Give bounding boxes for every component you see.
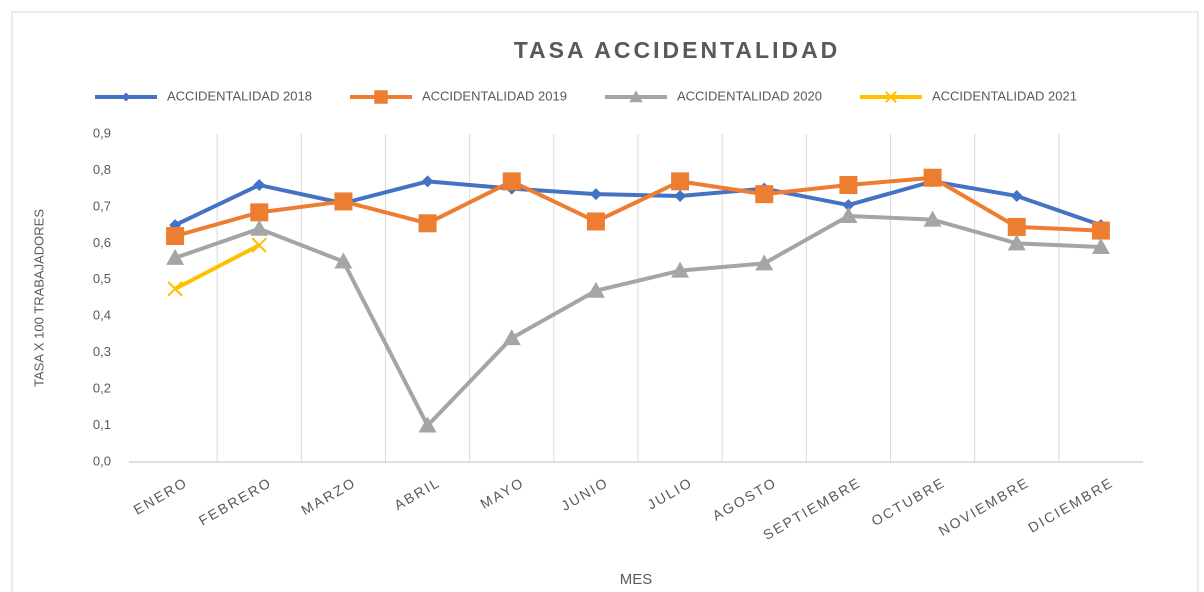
- y-tick-label: 0,7: [93, 198, 111, 213]
- legend-item: ACCIDENTALIDAD 2021: [859, 88, 1077, 103]
- point: [839, 176, 858, 195]
- point: [884, 91, 897, 103]
- point: [586, 212, 605, 231]
- point: [334, 192, 353, 211]
- point: [923, 168, 942, 187]
- point: [842, 199, 855, 212]
- point: [1007, 217, 1026, 236]
- point: [250, 219, 269, 236]
- point: [374, 90, 388, 104]
- y-tick-label: 0,0: [93, 453, 111, 468]
- point: [334, 252, 353, 269]
- series-line: [174, 243, 261, 291]
- point: [253, 179, 266, 192]
- legend-label: ACCIDENTALIDAD 2020: [677, 88, 822, 103]
- point: [586, 281, 605, 298]
- point: [418, 416, 437, 433]
- point: [418, 214, 437, 233]
- point: [755, 185, 774, 204]
- point: [671, 172, 690, 191]
- x-axis-label: MES: [620, 571, 653, 588]
- point: [421, 175, 434, 188]
- y-axis-label: TASA X 100 TRABAJADORES: [31, 209, 46, 387]
- y-tick-label: 0,5: [93, 271, 111, 286]
- point: [1007, 234, 1026, 251]
- point: [1010, 189, 1023, 202]
- chart-frame: [11, 11, 1199, 592]
- legend-label: ACCIDENTALIDAD 2018: [167, 88, 312, 103]
- point: [674, 189, 687, 202]
- y-tick-label: 0,4: [93, 308, 111, 323]
- point: [923, 210, 942, 227]
- point: [589, 188, 602, 201]
- point: [671, 261, 690, 278]
- point: [166, 227, 185, 246]
- point: [502, 329, 521, 346]
- point: [629, 90, 643, 103]
- y-tick-label: 0,1: [93, 417, 111, 432]
- y-tick-label: 0,8: [93, 162, 111, 177]
- point: [1091, 237, 1110, 254]
- series-line: [174, 214, 1102, 428]
- point: [839, 207, 858, 223]
- y-tick-label: 0,2: [93, 381, 111, 396]
- point: [166, 248, 185, 265]
- point: [167, 281, 183, 297]
- y-tick-label: 0,6: [93, 235, 111, 250]
- legend-item: ACCIDENTALIDAD 2018: [95, 88, 312, 103]
- chart-title: TASA ACCIDENTALIDAD: [514, 37, 841, 63]
- point: [755, 254, 774, 271]
- point: [502, 172, 521, 191]
- point: [251, 237, 267, 253]
- legend-item: ACCIDENTALIDAD 2019: [349, 88, 567, 104]
- y-tick-label: 0,3: [93, 344, 111, 359]
- point: [250, 203, 269, 222]
- legend-label: ACCIDENTALIDAD 2021: [932, 88, 1077, 103]
- point: [1091, 221, 1110, 240]
- legend-label: ACCIDENTALIDAD 2019: [422, 88, 567, 103]
- series-line: [174, 175, 1102, 238]
- point: [121, 92, 131, 102]
- legend-item: ACCIDENTALIDAD 2020: [604, 88, 822, 103]
- y-tick-label: 0,9: [93, 125, 111, 140]
